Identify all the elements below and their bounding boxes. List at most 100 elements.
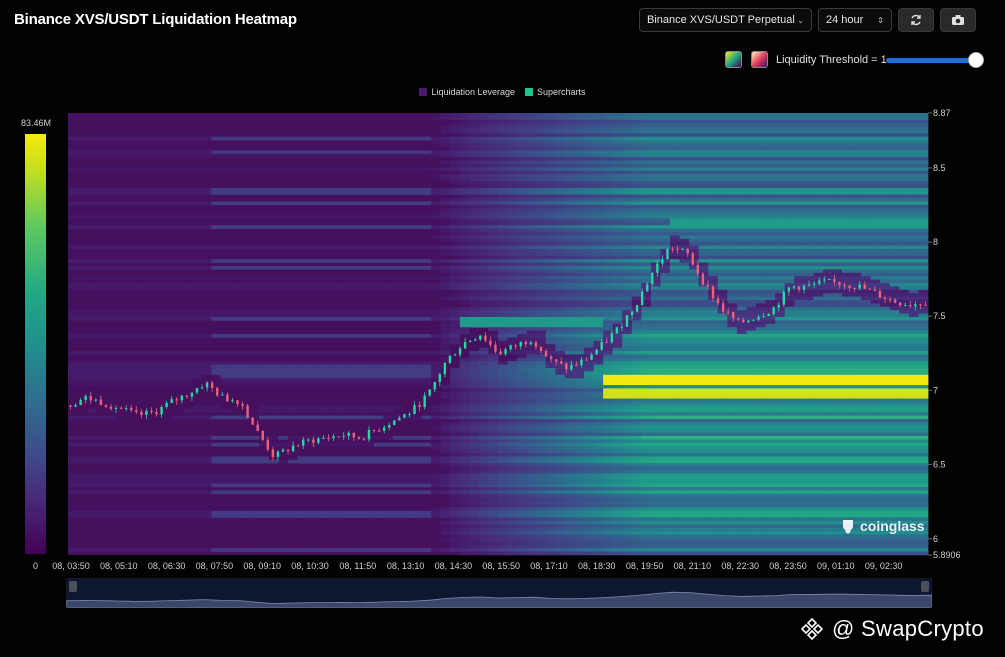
heatmap-cell <box>488 174 499 178</box>
heatmap-cell <box>880 143 891 148</box>
heatmap-cell <box>775 334 786 338</box>
heatmap-cell <box>851 238 862 243</box>
heatmap-cell <box>756 123 766 127</box>
heatmap-cell <box>622 238 633 243</box>
heatmap-cell <box>880 119 891 124</box>
heatmap-cell <box>918 191 929 195</box>
heatmap-cell <box>794 344 805 348</box>
heatmap-cell <box>593 272 604 277</box>
heatmap-cell <box>689 249 700 253</box>
heatmap-cell <box>306 374 317 379</box>
heatmap-cell <box>746 160 757 165</box>
heatmap-cell <box>68 201 78 206</box>
heatmap-cell <box>96 364 107 369</box>
heatmap-cell <box>68 150 78 155</box>
refresh-button[interactable] <box>898 8 934 32</box>
heatmap-cell <box>440 153 451 158</box>
heatmap-cell <box>631 232 642 236</box>
heatmap-cell <box>908 218 919 223</box>
heatmap-cell <box>736 157 747 161</box>
screenshot-button[interactable] <box>940 8 976 32</box>
heatmap-cell <box>918 119 929 124</box>
heatmap-cell <box>431 361 442 365</box>
heatmap-cell <box>822 245 833 250</box>
heatmap-cell <box>842 130 852 134</box>
heatmap-cell <box>861 296 872 301</box>
heatmap-cell <box>154 167 164 172</box>
heatmap-cell <box>784 157 795 161</box>
heatmap-cell <box>545 252 556 257</box>
heatmap-cell <box>708 357 719 362</box>
heatmap-cell <box>68 317 78 321</box>
heatmap-cell <box>364 215 375 219</box>
heatmap-cell <box>421 150 432 155</box>
heatmap-cell <box>679 364 690 369</box>
heatmap-cell <box>383 374 394 379</box>
heatmap-cell <box>918 181 929 185</box>
heatmap-cell <box>603 276 614 280</box>
heatmap-cell <box>450 371 461 376</box>
heatmap-cell <box>641 300 652 304</box>
heatmap-cell <box>488 334 499 338</box>
heatmap-cell <box>622 279 633 284</box>
legend-item-liquidation[interactable]: Liquidation Leverage <box>419 87 515 97</box>
heatmap-cell <box>832 201 843 206</box>
heatmap-cell <box>708 238 719 243</box>
heatmap-cell <box>794 337 805 342</box>
heatmap-cell <box>650 194 661 199</box>
heatmap-cell <box>880 235 891 240</box>
heatmap-cell <box>335 150 346 155</box>
heatmap-cell <box>832 170 843 175</box>
heatmap-cell <box>240 201 250 206</box>
pair-select[interactable]: Binance XVS/USDT Perpetual ⌄ <box>639 8 812 32</box>
heatmap-cell <box>717 313 728 318</box>
threshold-slider[interactable] <box>886 53 983 67</box>
viridis-palette-icon[interactable] <box>725 51 742 68</box>
heatmap-cell <box>287 167 298 172</box>
heatmap-cell <box>679 143 690 148</box>
heatmap-cell <box>593 303 604 308</box>
heatmap-cell <box>870 368 881 372</box>
heatmap-cell <box>469 313 480 318</box>
heatmap-cell <box>201 225 212 229</box>
heatmap-cell <box>908 249 919 253</box>
heatmap-cell <box>392 283 403 287</box>
heatmap-cell <box>507 337 518 342</box>
heatmap-cell <box>918 378 929 382</box>
heatmap-cell <box>555 153 566 158</box>
heatmap-cell <box>756 187 766 192</box>
heatmap-cell <box>392 368 403 372</box>
heatmap-cell <box>641 371 652 376</box>
heatmap-cell <box>287 310 298 314</box>
magma-palette-icon[interactable] <box>751 51 768 68</box>
heatmap-cell <box>870 259 881 263</box>
heatmap-cell <box>889 245 900 250</box>
heatmap-cell <box>192 150 203 155</box>
heatmap-cell <box>918 204 929 209</box>
heatmap-cell <box>555 286 566 291</box>
heatmap-cell <box>459 245 470 250</box>
heatmap-cell <box>650 211 661 216</box>
heatmap-cell <box>822 313 833 318</box>
heatmap-cell <box>775 174 786 178</box>
heatmap-cell <box>249 378 260 382</box>
heatmap-cell <box>832 133 843 138</box>
heatmap-cell <box>765 150 776 155</box>
heatmap-cell <box>517 374 528 379</box>
heatmap-cell <box>316 191 327 195</box>
heatmap-cell <box>794 374 805 379</box>
heatmap-cell <box>402 334 413 338</box>
heatmap-cell <box>717 368 728 372</box>
legend-item-supercharts[interactable]: Supercharts <box>525 87 586 97</box>
heatmap-cell <box>115 317 126 321</box>
heatmap-cell <box>880 160 891 165</box>
heatmap-cell <box>889 187 900 192</box>
heatmap-cell <box>278 334 289 338</box>
heatmap-cell <box>77 187 88 192</box>
range-select[interactable]: 24 hour ⇕ <box>818 8 892 32</box>
heatmap-cell <box>842 252 852 257</box>
slider-knob[interactable] <box>969 53 983 67</box>
heatmap-cell <box>842 184 852 189</box>
heatmap-cell <box>498 289 508 294</box>
